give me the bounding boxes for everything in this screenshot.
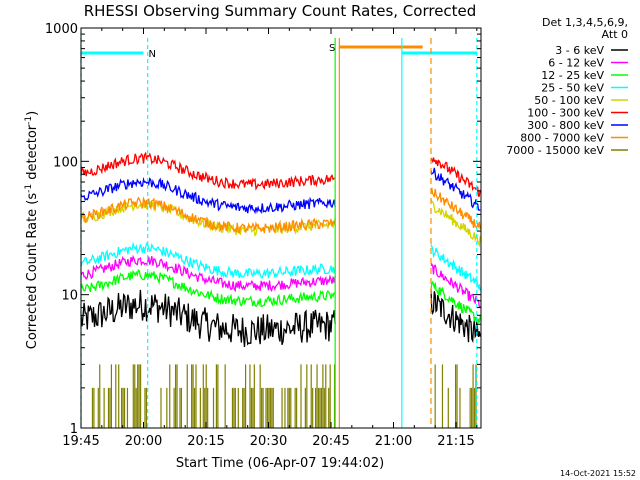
series-6 (80, 167, 481, 215)
series-7 (80, 187, 481, 234)
x-tick-label-5: 21:00 (375, 434, 412, 449)
series-2 (80, 269, 481, 324)
series-8 (91, 364, 477, 428)
legend-label-8: 7000 - 15000 keV (506, 144, 604, 157)
series-4 (80, 197, 481, 248)
legend-label-7: 800 - 7000 keV (520, 132, 604, 145)
y-tick-label-3: 1000 (45, 22, 78, 37)
legend-label-5: 100 - 300 keV (527, 107, 604, 120)
legend-header-line1: Det 1,3,4,5,6,9, (542, 16, 628, 29)
y-tick-label-0: 1 (70, 422, 78, 437)
y-tick-label-1: 10 (61, 289, 78, 304)
legend-label-3: 25 - 50 keV (541, 82, 604, 95)
series-3 (80, 241, 481, 291)
x-tick-label-2: 20:15 (187, 434, 224, 449)
x-tick-label-4: 20:45 (312, 434, 349, 449)
x-tick-label-1: 20:00 (125, 434, 162, 449)
y-axis: 1 10 100 1000 (45, 22, 481, 437)
series-5 (80, 151, 481, 197)
flag-label-1: S (329, 43, 335, 54)
series-0 (80, 289, 481, 348)
series-1 (80, 254, 481, 309)
y-axis-title: Corrected Count Rate (s-1 detector-1) (24, 111, 40, 349)
legend-label-4: 50 - 100 keV (534, 94, 604, 107)
x-tick-label-0: 19:45 (62, 434, 99, 449)
series-layer (80, 151, 481, 428)
x-axis-title: Start Time (06-Apr-07 19:44:02) (176, 456, 384, 471)
x-tick-label-3: 20:30 (250, 434, 287, 449)
y-tick-label-2: 100 (53, 155, 78, 170)
flag-layer: NS (80, 38, 478, 428)
footer-timestamp: 14-Oct-2021 15:52 (560, 469, 636, 478)
flag-label-0: N (149, 49, 156, 60)
plot-frame (80, 27, 482, 429)
legend-label-1: 6 - 12 keV (548, 57, 604, 70)
x-tick-label-6: 21:15 (437, 434, 474, 449)
x-axis: 19:45 20:00 20:15 20:30 20:45 21:00 21:15 (62, 28, 478, 449)
legend-header-line2: Att 0 (602, 28, 628, 41)
chart-title: RHESSI Observing Summary Count Rates, Co… (84, 2, 477, 20)
legend-label-6: 300 - 800 keV (527, 119, 604, 132)
legend-label-0: 3 - 6 keV (555, 44, 604, 57)
legend-label-2: 12 - 25 keV (541, 69, 604, 82)
